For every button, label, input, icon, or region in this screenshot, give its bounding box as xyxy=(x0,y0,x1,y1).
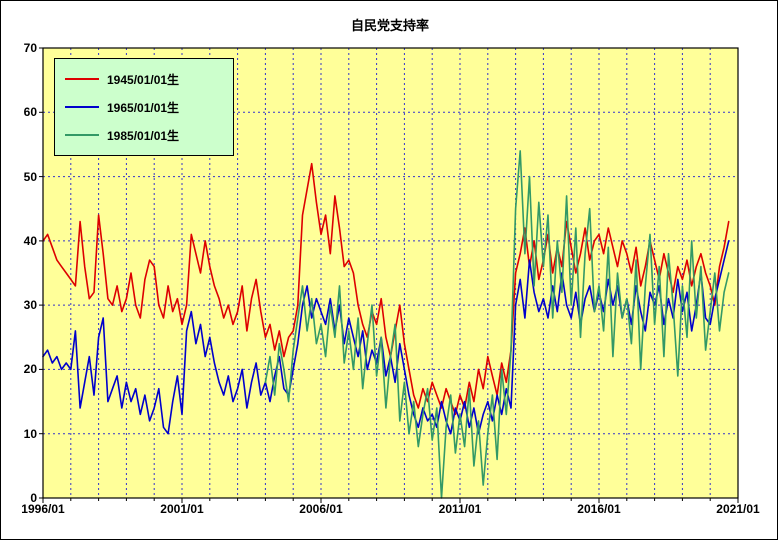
legend-item: 1965/01/01生 xyxy=(65,99,223,116)
legend-label: 1965/01/01生 xyxy=(107,100,180,115)
y-tick-label: 20 xyxy=(23,362,37,376)
x-tick-label: 1996/01 xyxy=(21,502,65,516)
x-tick-label: 2011/01 xyxy=(438,502,482,516)
y-tick-label: 70 xyxy=(23,41,37,55)
y-tick-label: 0 xyxy=(30,491,37,505)
legend-item: 1985/01/01生 xyxy=(65,127,223,144)
plot-border xyxy=(42,47,739,499)
chart-title: 自民党支持率 xyxy=(350,18,429,33)
legend-label: 1985/01/01生 xyxy=(107,128,180,143)
legend-label: 1945/01/01生 xyxy=(107,72,180,87)
legend-line-sample-red xyxy=(65,78,99,80)
chart-legend: 1945/01/01生 1965/01/01生 1985/01/01生 xyxy=(54,58,234,156)
y-tick-label: 40 xyxy=(23,234,37,248)
legend-line-sample-green xyxy=(65,134,99,136)
x-tick-label: 2001/01 xyxy=(160,502,204,516)
series-line-0 xyxy=(42,162,730,416)
y-tick-label: 50 xyxy=(23,170,37,184)
legend-item: 1945/01/01生 xyxy=(65,71,223,88)
legend-line-sample-blue xyxy=(65,106,99,108)
x-tick-label: 2016/01 xyxy=(577,502,621,516)
x-tick-label: 2006/01 xyxy=(299,502,343,516)
series-line-1 xyxy=(42,240,730,435)
y-tick-label: 10 xyxy=(23,427,37,441)
series-line-2 xyxy=(264,150,730,499)
y-tick-label: 30 xyxy=(23,298,37,312)
x-tick-label: 2021/01 xyxy=(716,502,760,516)
y-tick-label: 60 xyxy=(23,105,37,119)
